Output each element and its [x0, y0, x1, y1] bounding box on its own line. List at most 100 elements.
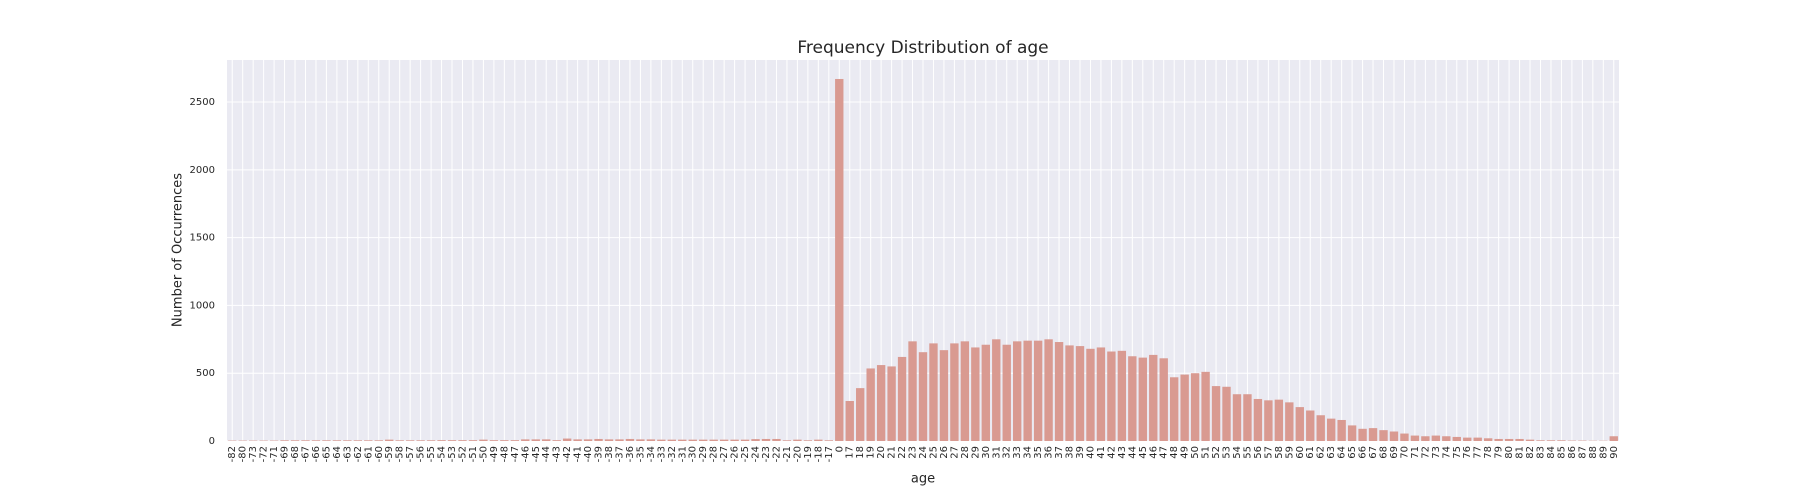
bar — [992, 339, 1001, 441]
bar — [280, 440, 289, 441]
x-tick-label: -37 — [614, 446, 625, 462]
x-tick-label: 40 — [1085, 446, 1096, 459]
x-tick-label: 27 — [949, 446, 960, 459]
x-tick-label: -50 — [478, 446, 489, 462]
bar — [929, 343, 938, 441]
bar — [950, 343, 959, 441]
x-tick-label: 38 — [1065, 446, 1076, 459]
x-tick-label: 66 — [1358, 446, 1369, 459]
x-tick-label: -44 — [541, 446, 552, 462]
bar — [395, 440, 404, 441]
bar — [1400, 433, 1409, 441]
bar — [1515, 438, 1524, 441]
x-tick-label: -80 — [238, 446, 249, 462]
bar — [803, 440, 813, 441]
bar — [657, 439, 666, 441]
bar — [301, 440, 310, 441]
bar — [1274, 399, 1284, 441]
x-tick-label: -38 — [604, 446, 615, 462]
x-tick-label: 65 — [1347, 446, 1358, 459]
x-tick-label: 57 — [1263, 446, 1274, 459]
bar — [1013, 341, 1022, 441]
x-tick-label: -53 — [447, 446, 458, 462]
bar — [594, 438, 603, 441]
bar — [1463, 437, 1472, 441]
x-tick-label: 58 — [1274, 446, 1285, 459]
bar — [782, 440, 792, 441]
bar — [772, 438, 781, 441]
bar — [730, 439, 739, 441]
x-tick-label: -23 — [761, 446, 772, 462]
x-tick-label: -32 — [667, 446, 678, 462]
bar — [793, 439, 802, 441]
bar — [1337, 419, 1346, 441]
bar — [489, 440, 499, 441]
bar — [500, 440, 509, 441]
bar — [426, 440, 436, 441]
bar — [290, 440, 300, 441]
bar — [364, 440, 373, 441]
bar — [646, 439, 656, 441]
bar — [604, 439, 614, 441]
y-tick-label: 0 — [209, 436, 215, 447]
bar — [562, 438, 572, 441]
x-tick-label: 81 — [1515, 446, 1526, 459]
x-tick-label: -17 — [824, 446, 835, 462]
bar — [468, 440, 478, 441]
x-tick-label: -39 — [594, 446, 605, 462]
x-tick-label: -61 — [363, 446, 374, 462]
x-tick-label: 18 — [855, 446, 866, 459]
bar — [1211, 386, 1221, 441]
x-tick-label: -73 — [248, 446, 259, 462]
y-tick-label: 1000 — [190, 300, 215, 311]
x-tick-label: 67 — [1368, 446, 1379, 459]
x-tick-label: 70 — [1399, 446, 1410, 459]
x-tick-label: -49 — [489, 446, 500, 462]
x-tick-label: 63 — [1326, 446, 1337, 459]
bar — [1002, 344, 1011, 441]
x-tick-label: 42 — [1106, 446, 1117, 459]
x-tick-label: -35 — [635, 446, 646, 462]
bar — [1326, 418, 1336, 441]
x-tick-label: 41 — [1096, 446, 1107, 459]
bar — [939, 350, 949, 441]
x-tick-label: 50 — [1190, 446, 1201, 459]
bar — [1483, 438, 1493, 441]
x-tick-label: -31 — [677, 446, 688, 462]
bar — [458, 440, 467, 441]
x-tick-label: 89 — [1598, 446, 1609, 459]
bar — [1065, 345, 1074, 441]
bar — [1316, 415, 1325, 441]
x-tick-label: 62 — [1316, 446, 1327, 459]
bar — [625, 438, 635, 441]
bar — [510, 440, 520, 441]
bar — [1054, 342, 1064, 441]
x-tick-label: 36 — [1044, 446, 1055, 459]
x-tick-label: 83 — [1536, 446, 1547, 459]
x-tick-label: 28 — [960, 446, 971, 459]
x-tick-label: 75 — [1452, 446, 1463, 459]
bar — [1410, 435, 1420, 441]
bar — [1180, 374, 1189, 441]
x-tick-label: 31 — [991, 446, 1002, 459]
x-tick-label: 76 — [1462, 446, 1473, 459]
x-tick-label: -72 — [259, 446, 270, 462]
bar — [405, 440, 415, 441]
x-tick-label: 71 — [1410, 446, 1421, 459]
x-tick-label: 45 — [1138, 446, 1149, 459]
x-tick-label: 69 — [1389, 446, 1400, 459]
bar — [1306, 410, 1315, 441]
x-tick-label: 84 — [1546, 446, 1557, 459]
x-tick-label: -55 — [426, 446, 437, 462]
bar — [1190, 373, 1200, 441]
x-tick-label: 37 — [1054, 446, 1065, 459]
x-tick-label: 85 — [1556, 446, 1567, 459]
bar — [1295, 407, 1304, 441]
y-tick-label: 1500 — [190, 233, 215, 244]
bar — [908, 341, 917, 441]
x-tick-label: 47 — [1159, 446, 1170, 459]
x-tick-label: 22 — [897, 446, 908, 459]
bar — [824, 440, 833, 441]
bar — [479, 439, 488, 441]
